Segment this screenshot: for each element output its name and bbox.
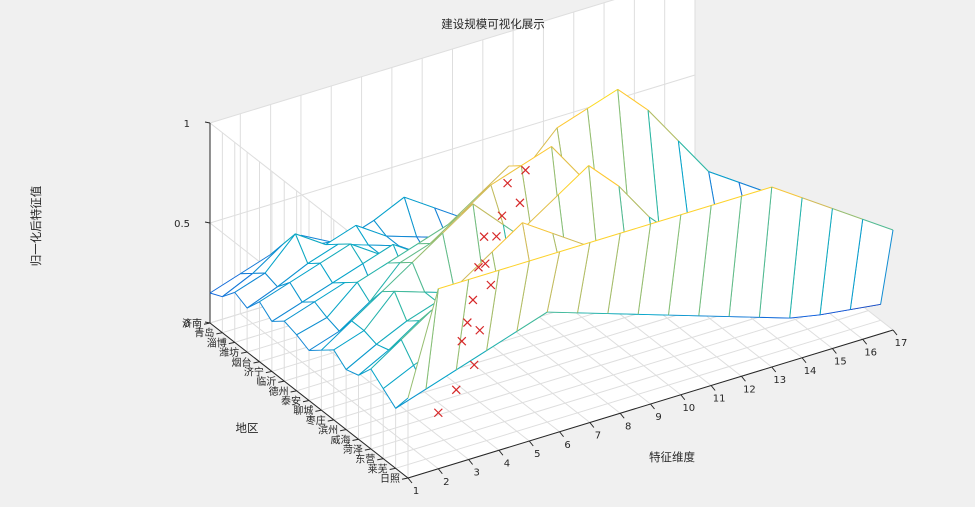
x-tick-mark bbox=[266, 371, 272, 372]
x-tick-mark bbox=[278, 381, 284, 382]
x-tick-mark bbox=[390, 468, 396, 469]
z-tick-mark bbox=[205, 322, 210, 323]
y-tick-mark bbox=[772, 367, 776, 372]
x-tick-mark bbox=[216, 333, 222, 334]
y-tick-label: 8 bbox=[625, 421, 631, 432]
y-tick-mark bbox=[711, 386, 715, 391]
y-tick-mark bbox=[620, 413, 624, 418]
y-tick-label: 3 bbox=[473, 468, 479, 479]
y-tick-mark bbox=[560, 432, 564, 437]
y-tick-label: 4 bbox=[504, 458, 510, 469]
x-axis-label: 地区 bbox=[236, 421, 259, 435]
chart-title: 建设规模可视化展示 bbox=[441, 17, 545, 31]
y-tick-mark bbox=[863, 339, 867, 344]
y-tick-label: 6 bbox=[564, 440, 570, 451]
y-tick-mark bbox=[499, 450, 503, 455]
x-tick-mark bbox=[402, 478, 408, 479]
y-tick-label: 12 bbox=[743, 384, 756, 395]
x-tick-mark bbox=[377, 459, 383, 460]
y-tick-label: 11 bbox=[713, 394, 726, 405]
x-tick-mark bbox=[254, 362, 260, 363]
y-tick-label: 17 bbox=[895, 338, 908, 349]
y-tick-mark bbox=[832, 349, 836, 354]
x-tick-mark bbox=[365, 449, 371, 450]
y-tick-label: 7 bbox=[595, 431, 601, 442]
x-tick-mark bbox=[328, 420, 334, 421]
x-tick-mark bbox=[303, 401, 309, 402]
z-tick-label: 1 bbox=[184, 119, 190, 130]
y-tick-mark bbox=[438, 469, 442, 474]
y-tick-label: 9 bbox=[655, 412, 661, 423]
x-tick-label: 日照 bbox=[380, 473, 400, 485]
y-tick-mark bbox=[681, 395, 685, 400]
y-tick-mark bbox=[802, 358, 806, 363]
x-tick-mark bbox=[340, 430, 346, 431]
y-tick-mark bbox=[651, 404, 655, 409]
y-tick-label: 2 bbox=[443, 477, 449, 488]
y-axis-label: 特征维度 bbox=[649, 450, 695, 464]
y-tick-label: 13 bbox=[773, 375, 786, 386]
y-tick-mark bbox=[529, 441, 533, 446]
y-tick-mark bbox=[469, 460, 473, 465]
y-tick-label: 14 bbox=[804, 366, 817, 377]
x-tick-mark bbox=[353, 439, 359, 440]
z-tick-label: 0 bbox=[184, 319, 190, 330]
y-tick-label: 1 bbox=[413, 486, 419, 497]
z-tick-mark bbox=[205, 222, 210, 223]
y-tick-mark bbox=[590, 423, 594, 428]
y-tick-mark bbox=[741, 376, 745, 381]
x-tick-mark bbox=[315, 410, 321, 411]
y-tick-label: 15 bbox=[834, 357, 847, 368]
x-tick-mark bbox=[241, 352, 247, 353]
x-tick-mark bbox=[291, 391, 297, 392]
y-tick-label: 10 bbox=[682, 403, 695, 414]
y-tick-label: 16 bbox=[864, 347, 877, 358]
y-tick-label: 5 bbox=[534, 449, 540, 460]
z-tick-mark bbox=[205, 122, 210, 123]
y-tick-mark bbox=[893, 330, 897, 335]
y-tick-mark bbox=[408, 478, 412, 483]
z-tick-label: 0.5 bbox=[174, 219, 190, 230]
z-axis-label: 归一化后特征值 bbox=[29, 185, 43, 266]
x-tick-mark bbox=[229, 342, 235, 343]
